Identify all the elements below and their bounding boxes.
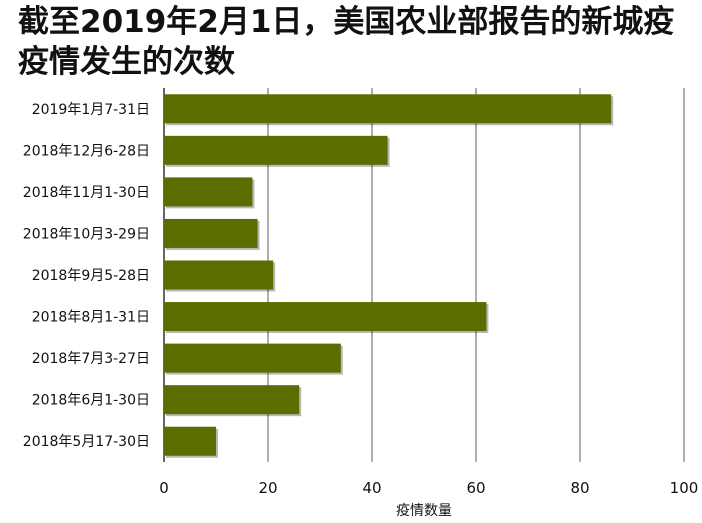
- category-label: 2018年9月5-28日: [32, 268, 150, 284]
- category-label: 2018年6月1-30日: [32, 393, 150, 409]
- bar: [164, 385, 300, 415]
- x-axis-title: 疫情数量: [396, 503, 452, 519]
- x-tick-label: 20: [258, 479, 277, 497]
- bar: [164, 94, 612, 124]
- category-label: 2019年1月7-31日: [32, 102, 150, 118]
- bar: [164, 177, 253, 207]
- bar: [164, 218, 258, 248]
- bar: [164, 302, 487, 332]
- x-tick-label: 80: [570, 479, 589, 497]
- category-label: 2018年10月3-29日: [23, 226, 150, 242]
- x-tick-label: 100: [670, 479, 699, 497]
- bar: [164, 426, 216, 456]
- x-tick-label: 40: [362, 479, 381, 497]
- category-label: 2018年11月1-30日: [23, 185, 150, 201]
- bar: [164, 135, 388, 165]
- bar: [164, 260, 274, 290]
- chart-title: 截至2019年2月1日，美国农业部报告的新城疫疫情发生的次数: [18, 4, 675, 80]
- category-label: 2018年8月1-31日: [32, 310, 150, 326]
- category-labels: 2019年1月7-31日 2018年12月6-28日 2018年11月1-30日 20…: [23, 102, 150, 450]
- category-label: 2018年7月3-27日: [32, 351, 150, 367]
- x-tick-label: 60: [466, 479, 485, 497]
- category-label: 2018年12月6-28日: [23, 143, 150, 159]
- x-tick-label: 0: [159, 479, 169, 497]
- bar-layer: [164, 94, 614, 458]
- x-tick-labels: 0 20 40 60 80 100: [159, 479, 698, 497]
- bar: [164, 343, 341, 373]
- category-label: 2018年5月17-30日: [23, 434, 150, 450]
